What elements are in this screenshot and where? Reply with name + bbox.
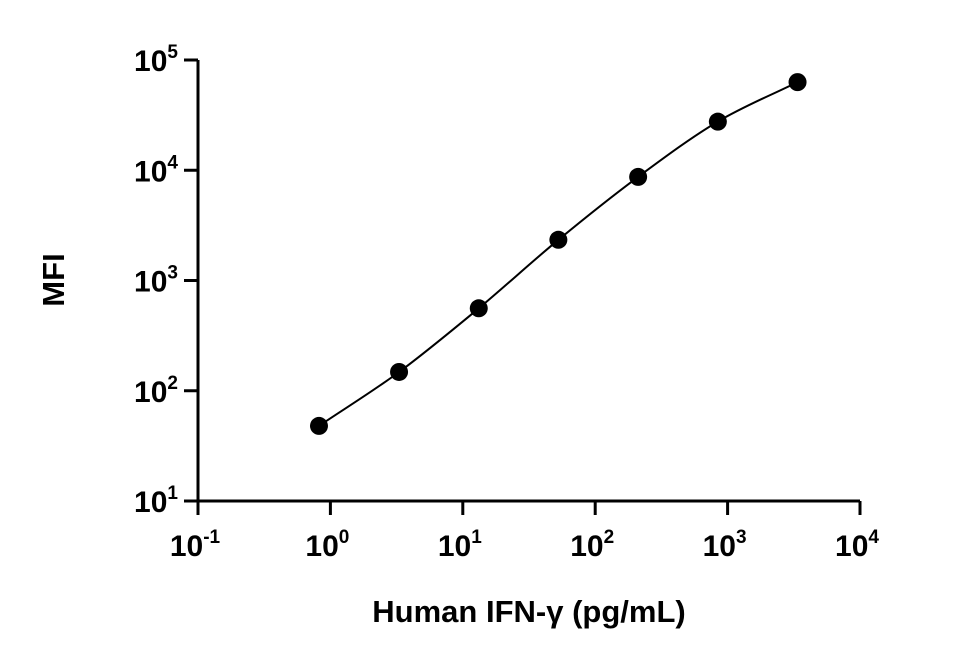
y-tick-label: 105	[134, 42, 178, 78]
data-point	[788, 73, 807, 92]
data-point	[309, 416, 328, 435]
x-tick-label: 101	[438, 527, 482, 563]
y-axis-title: MFI	[36, 253, 71, 306]
x-tick-label: 100	[305, 527, 349, 563]
data-point	[629, 167, 648, 186]
data-point	[708, 112, 727, 131]
data-point	[469, 299, 488, 318]
ticks-layer: 10-1 100 101 102 103 104 101 102 103 104 105	[134, 42, 879, 563]
data-points	[309, 73, 807, 435]
y-tick-label: 101	[134, 483, 178, 519]
x-axis-title: Human IFN-γ (pg/mL)	[372, 594, 685, 629]
y-tick-label: 102	[134, 373, 178, 409]
x-tick-label: 104	[835, 527, 879, 563]
x-tick-label: 102	[570, 527, 614, 563]
x-tick-label: 103	[703, 527, 747, 563]
y-tick-label: 103	[134, 263, 178, 299]
x-tick-label: 10-1	[170, 527, 221, 563]
data-point	[549, 230, 568, 249]
data-point	[390, 362, 409, 381]
y-tick-label: 104	[134, 152, 178, 188]
